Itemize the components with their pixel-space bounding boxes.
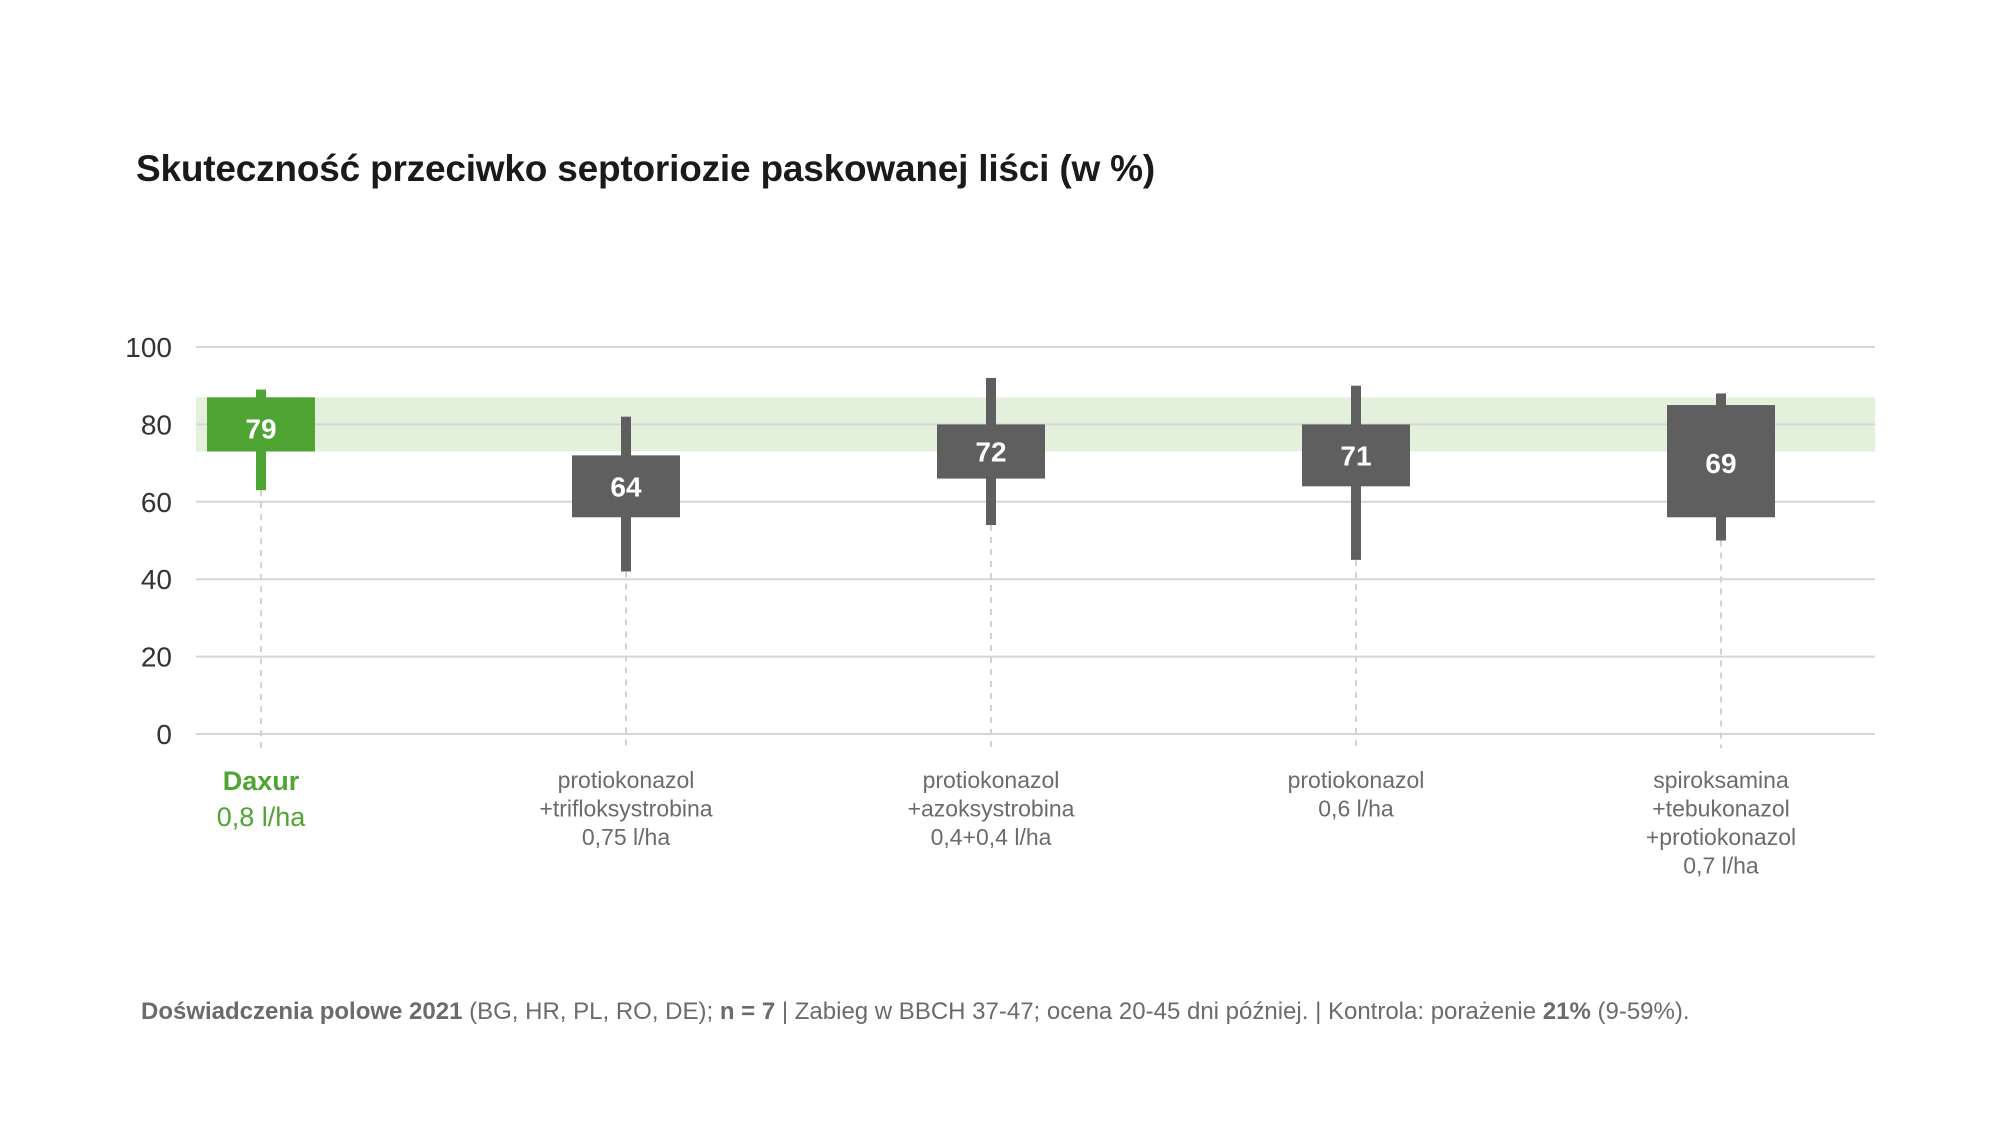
category-label-3-line-2: +azoksystrobina <box>908 796 1075 822</box>
y-tick-label-80: 80 <box>141 409 172 440</box>
category-label-2-line-3: 0,75 l/ha <box>582 824 670 850</box>
category-label-5-line-2: +tebukonazol <box>1652 796 1789 822</box>
footnote-control-value: 21% <box>1542 998 1591 1025</box>
category-label-2-line-1: protiokonazol <box>558 767 695 793</box>
category-label-4-line-2: 0,6 l/ha <box>1318 796 1394 822</box>
chart-title: Skuteczność przeciwko septoriozie paskow… <box>136 148 1155 189</box>
box-1 <box>207 397 315 452</box>
y-tick-label-40: 40 <box>141 564 172 595</box>
category-label-1-line-1: Daxur <box>223 766 300 796</box>
footnote-control-range: (9-59%). <box>1590 998 1690 1025</box>
box-value-label-2: 64 <box>610 471 642 502</box>
boxes: 79 64 72 71 69 <box>207 377 1775 572</box>
box-5 <box>1667 405 1775 518</box>
category-label-1-line-2: 0,8 l/ha <box>217 802 307 832</box>
category-label-5-line-1: spiroksamina <box>1653 767 1789 793</box>
box-3 <box>937 424 1045 479</box>
y-tick-label-0: 0 <box>156 719 172 750</box>
box-2 <box>572 455 680 518</box>
gridlines <box>196 346 1875 735</box>
category-label-4-line-1: protiokonazol <box>1288 767 1425 793</box>
category-label-2-line-2: +trifloksystrobina <box>539 796 712 822</box>
y-tick-label-60: 60 <box>141 487 172 518</box>
footnote-countries: (BG, HR, PL, RO, DE); <box>462 998 720 1025</box>
box-value-label-1: 79 <box>245 413 276 444</box>
x-axis-categories: Daxur 0,8 l/ha protiokonazol +trifloksystro… <box>217 766 1796 879</box>
box-value-label-4: 71 <box>1340 440 1371 471</box>
y-axis-ticks: 0 20 40 60 80 100 <box>125 332 172 750</box>
footnote-treatment: | Zabieg w BBCH 37-47; ocena 20-45 dni p… <box>775 998 1543 1025</box>
footnote: Doświadczenia polowe 2021 (BG, HR, PL, R… <box>141 998 1690 1026</box>
y-tick-label-20: 20 <box>141 642 172 673</box>
footnote-source: Doświadczenia polowe 2021 <box>141 998 463 1025</box>
footnote-n: n = 7 <box>719 998 776 1025</box>
y-tick-label-100: 100 <box>125 332 172 363</box>
category-label-3-line-1: protiokonazol <box>923 767 1060 793</box>
category-label-5-line-4: 0,7 l/ha <box>1683 853 1759 879</box>
category-label-5-line-3: +protiokonazol <box>1646 824 1796 850</box>
box-value-label-5: 69 <box>1705 448 1736 479</box>
category-label-3-line-3: 0,4+0,4 l/ha <box>931 824 1052 850</box>
box-value-label-3: 72 <box>975 436 1006 467</box>
box-4 <box>1302 424 1410 487</box>
category-guides <box>260 490 1722 748</box>
